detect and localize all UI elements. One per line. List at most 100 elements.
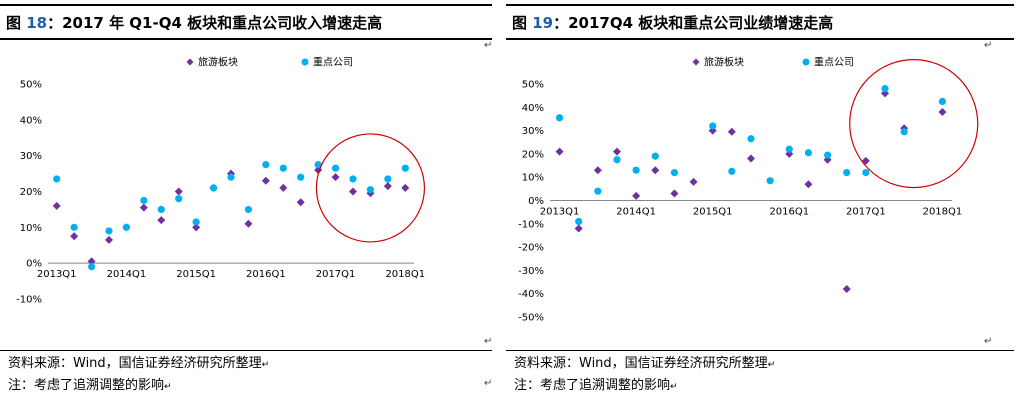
return-mark: ↵: [984, 336, 993, 347]
data-point-key-companies: [331, 164, 340, 172]
data-point-key-companies: [613, 156, 621, 164]
source-note: 资料来源：Wind，国信证券经济研究所整理↵: [8, 352, 269, 371]
data-point-key-companies: [53, 175, 61, 183]
data-point-tourism: [174, 187, 183, 196]
data-point-key-companies: [575, 217, 583, 226]
x-tick-label: 2017Q1: [316, 269, 356, 280]
y-tick-label: -20%: [518, 243, 544, 254]
data-point-key-companies: [881, 85, 889, 93]
data-point-key-companies: [670, 168, 679, 177]
legend-marker-key-companies: [802, 58, 810, 66]
note-text: 注：考虑了追溯调整的影响: [514, 378, 671, 393]
return-mark: ↵: [261, 360, 270, 370]
highlight-circle: [849, 59, 979, 189]
x-tick-label: 2017Q1: [846, 207, 886, 218]
data-point-key-companies: [823, 151, 832, 159]
figure-title-bar: 图 19：2017Q4 板块和重点公司业绩增速走高: [506, 4, 1014, 40]
x-tick-label: 2014Q1: [107, 269, 147, 280]
figure-19-panel: 图 19：2017Q4 板块和重点公司业绩增速走高 ↵ -50% -40% -30%…: [484, 0, 1014, 402]
data-point-key-companies: [349, 175, 357, 183]
y-tick-label: 10%: [522, 173, 544, 184]
data-point-key-companies: [105, 227, 113, 235]
x-tick-label: 2018Q1: [923, 207, 963, 218]
return-mark: ↵: [484, 336, 493, 347]
title-text: ：2017 年 Q1-Q4 板块和重点公司收入增速走高: [47, 14, 383, 32]
data-point-tourism: [613, 147, 621, 156]
adjustment-note: 注：考虑了追溯调整的影响↵: [8, 374, 172, 393]
y-tick-label: -40%: [518, 289, 544, 300]
data-point-tourism: [279, 183, 288, 192]
data-point-key-companies: [555, 114, 564, 122]
x-tick-label: 2015Q1: [176, 269, 216, 280]
y-tick-label: -10%: [16, 295, 42, 306]
y-tick-label: 50%: [20, 80, 42, 91]
footer-divider: [506, 350, 1014, 351]
return-mark: ↵: [484, 378, 493, 389]
data-point-key-companies: [366, 186, 375, 194]
data-point-key-companies: [175, 195, 183, 203]
legend-marker-tourism: [692, 58, 700, 66]
data-point-key-companies: [938, 97, 947, 106]
data-point-key-companies: [384, 175, 392, 183]
data-point-tourism: [555, 147, 564, 156]
data-point-key-companies: [709, 122, 717, 130]
y-tick-label: 0%: [26, 259, 42, 270]
data-point-key-companies: [87, 263, 96, 271]
figure-number: 19: [532, 14, 554, 32]
return-mark: ↵: [164, 382, 172, 392]
legend-label-tourism: 旅游板块: [704, 56, 744, 69]
x-tick-label: 2015Q1: [693, 207, 733, 218]
data-point-key-companies: [785, 145, 793, 153]
data-point-key-companies: [122, 223, 131, 231]
data-point-tourism: [804, 180, 813, 189]
data-point-key-companies: [279, 164, 287, 172]
data-point-key-companies: [728, 167, 736, 175]
y-tick-label: 20%: [522, 149, 544, 160]
data-point-key-companies: [192, 218, 200, 226]
y-tick-label: 10%: [20, 223, 42, 234]
x-tick-label: 2016Q1: [769, 207, 809, 218]
figure-number: 18: [26, 14, 48, 32]
data-point-tourism: [747, 154, 755, 163]
adjustment-note: 注：考虑了追溯调整的影响↵: [514, 374, 678, 393]
return-mark: ↵: [984, 40, 993, 51]
data-point-tourism: [157, 216, 166, 225]
data-point-tourism: [70, 232, 79, 241]
data-point-tourism: [349, 187, 357, 196]
highlight-circle: [315, 133, 426, 243]
legend-label-key-companies: 重点公司: [814, 56, 854, 69]
footer-divider: [0, 350, 492, 351]
y-tick-label: 40%: [20, 115, 42, 126]
data-point-tourism: [244, 219, 253, 228]
data-point-key-companies: [843, 168, 851, 177]
return-mark: ↵: [670, 382, 678, 392]
data-point-key-companies: [140, 196, 148, 205]
return-mark: ↵: [484, 40, 493, 51]
data-point-key-companies: [297, 173, 305, 181]
profit-growth-chart: -50% -40% -30% -20% -10% 0% 10% 20% 30% 40% 50% 201…: [518, 56, 979, 324]
data-point-tourism: [296, 198, 305, 207]
y-tick-label: -30%: [518, 266, 544, 277]
source-note: 资料来源：Wind，国信证券经济研究所整理↵: [514, 352, 775, 371]
data-point-tourism: [670, 189, 679, 198]
title-prefix: 图: [512, 14, 533, 32]
source-text: 资料来源：Wind，国信证券经济研究所整理: [514, 356, 768, 371]
x-tick-label: 2018Q1: [385, 269, 425, 280]
data-point-key-companies: [209, 184, 218, 192]
note-text: 注：考虑了追溯调整的影响: [8, 378, 165, 393]
source-text: 资料来源：Wind，国信证券经济研究所整理: [8, 356, 262, 371]
data-point-tourism: [383, 182, 392, 191]
y-tick-label: 30%: [522, 126, 544, 137]
x-tick-label: 2016Q1: [246, 269, 286, 280]
data-point-tourism: [938, 107, 947, 116]
data-point-tourism: [261, 176, 270, 185]
figure-title: 图 18：2017 年 Q1-Q4 板块和重点公司收入增速走高: [6, 12, 382, 33]
y-tick-label: 50%: [522, 80, 544, 91]
data-point-key-companies: [314, 161, 322, 169]
title-prefix: 图: [6, 14, 27, 32]
data-point-tourism: [785, 149, 794, 158]
data-point-key-companies: [227, 173, 235, 181]
legend-marker-tourism: [186, 58, 194, 66]
legend-marker-key-companies: [301, 58, 309, 66]
data-point-key-companies: [262, 161, 270, 169]
